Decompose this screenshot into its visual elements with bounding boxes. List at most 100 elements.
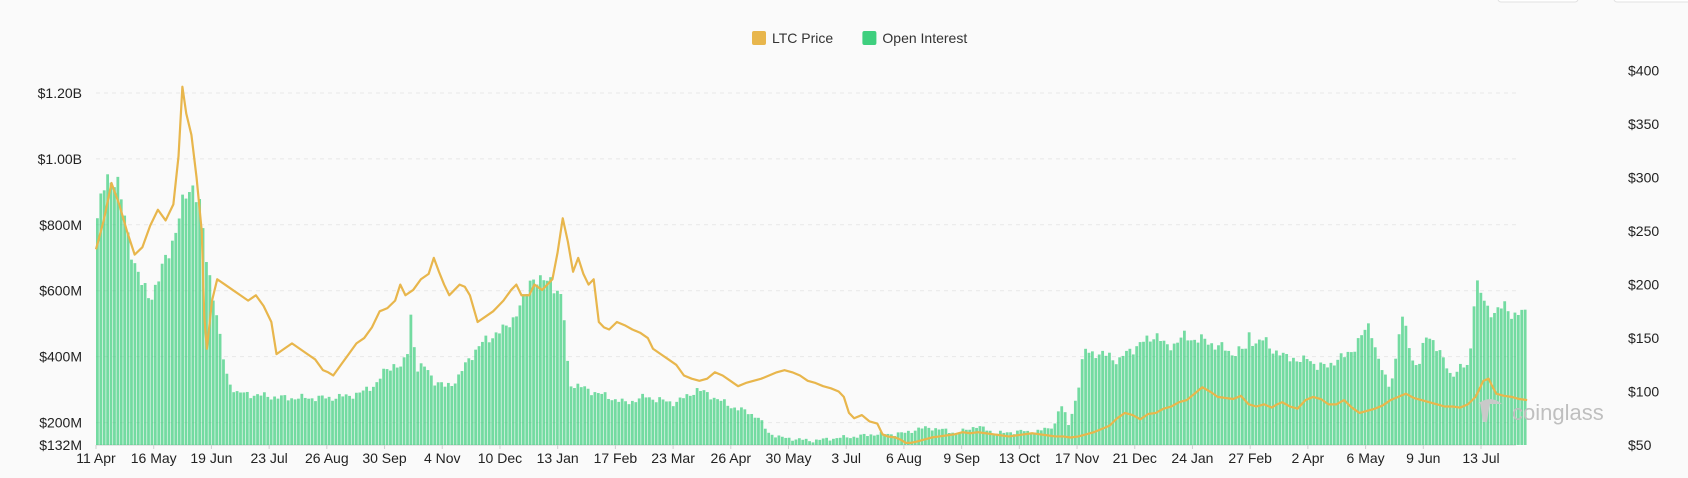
oi-bar: [1080, 359, 1084, 445]
oi-bar: [1499, 308, 1503, 445]
oi-bar: [1104, 355, 1108, 445]
oi-bar: [849, 438, 852, 445]
oi-bar: [126, 232, 130, 445]
oi-bar: [1016, 430, 1019, 445]
oi-bar: [293, 399, 297, 445]
oi-bar: [365, 386, 368, 445]
y-right-tick-label: $150: [1628, 330, 1659, 346]
oi-bar: [334, 398, 338, 445]
oi-bar: [964, 429, 968, 445]
oi-bar: [910, 432, 914, 445]
oi-bar: [532, 279, 535, 445]
oi-bar: [944, 428, 948, 445]
oi-bar: [1189, 340, 1193, 445]
oi-bar: [1022, 431, 1026, 445]
oi-bar: [1220, 342, 1224, 445]
oi-bar: [1285, 354, 1289, 445]
y-right-tick-label: $300: [1628, 170, 1659, 186]
oi-bar: [668, 401, 672, 445]
oi-bar: [1114, 364, 1118, 445]
oi-bar: [477, 346, 481, 445]
x-tick-label: 24 Jan: [1171, 450, 1213, 466]
legend-item-1[interactable]: Open Interest: [862, 30, 967, 46]
oi-bar: [239, 392, 242, 445]
oi-bar: [1108, 352, 1111, 445]
oi-bar: [1397, 334, 1401, 445]
oi-bar: [491, 338, 495, 445]
oi-bar: [402, 357, 406, 445]
oi-bar: [429, 375, 433, 445]
oi-bar: [181, 194, 184, 445]
oi-bar: [1005, 432, 1009, 445]
oi-bar: [1271, 353, 1275, 445]
oi-bar: [136, 271, 140, 445]
legend-swatch: [862, 31, 877, 45]
oi-bar: [521, 294, 525, 445]
oi-bar: [494, 332, 498, 445]
oi-bar: [1131, 354, 1135, 445]
oi-bar: [341, 396, 345, 445]
oi-bar: [433, 385, 437, 445]
oi-bar: [1319, 362, 1323, 445]
oi-bar: [119, 199, 123, 445]
oi-bar: [116, 176, 120, 445]
oi-bar: [337, 393, 341, 445]
oi-bar: [688, 395, 692, 445]
oi-bar: [1435, 351, 1438, 445]
oi-bar: [1431, 340, 1435, 445]
oi-bar: [784, 437, 788, 445]
oi-bar: [1176, 342, 1179, 445]
oi-bar: [1162, 340, 1166, 445]
oi-bar: [893, 435, 897, 445]
oi-bar: [1373, 347, 1377, 445]
oi-bar: [1309, 361, 1312, 445]
oi-bar: [658, 397, 662, 445]
top-right-controls[interactable]: [1497, 0, 1688, 3]
oi-bar: [722, 399, 726, 445]
oi-bar: [569, 386, 573, 445]
oi-bar: [654, 402, 658, 445]
legend-item-0[interactable]: LTC Price: [752, 30, 833, 46]
oi-bar: [1476, 280, 1479, 445]
oi-bar: [269, 399, 273, 445]
oi-bar: [552, 293, 556, 445]
oi-bar: [320, 395, 324, 445]
x-tick-label: 2 Apr: [1292, 450, 1325, 466]
oi-bar: [825, 437, 828, 445]
x-tick-label: 13 Jan: [537, 450, 579, 466]
oi-bar: [675, 401, 679, 445]
oi-bar: [1251, 345, 1254, 445]
oi-bar: [1084, 348, 1087, 445]
oi-bar: [903, 432, 907, 445]
oi-bar: [1510, 318, 1513, 445]
coinglass-logo-icon: [1478, 399, 1502, 422]
oi-bar: [859, 434, 863, 445]
legend-swatch: [752, 31, 766, 45]
oi-bar: [709, 399, 713, 445]
oi-bar: [889, 434, 893, 445]
oi-bar: [392, 364, 396, 445]
oi-bar: [96, 218, 99, 445]
oi-bar: [198, 199, 202, 445]
y-left-tick-label: $1.20B: [38, 85, 82, 101]
oi-bar: [641, 393, 644, 445]
oi-bar: [1183, 330, 1186, 445]
oi-bar: [443, 386, 447, 445]
oi-bar: [729, 408, 733, 445]
y-left-tick-label: $600M: [39, 283, 82, 299]
oi-bar: [1305, 359, 1309, 445]
x-tick-label: 10 Dec: [478, 450, 522, 466]
oi-bar: [1469, 348, 1473, 445]
oi-bar: [961, 428, 965, 445]
oi-bar: [412, 347, 416, 445]
oi-bar: [743, 409, 747, 445]
y-right-tick-label: $50: [1628, 437, 1652, 453]
oi-bar: [140, 285, 144, 445]
oi-bar: [1489, 317, 1493, 445]
oi-bar: [259, 395, 263, 445]
oi-bar: [1247, 332, 1251, 445]
oi-bar: [821, 438, 825, 445]
oi-bar: [358, 392, 362, 445]
oi-bar: [780, 436, 784, 445]
